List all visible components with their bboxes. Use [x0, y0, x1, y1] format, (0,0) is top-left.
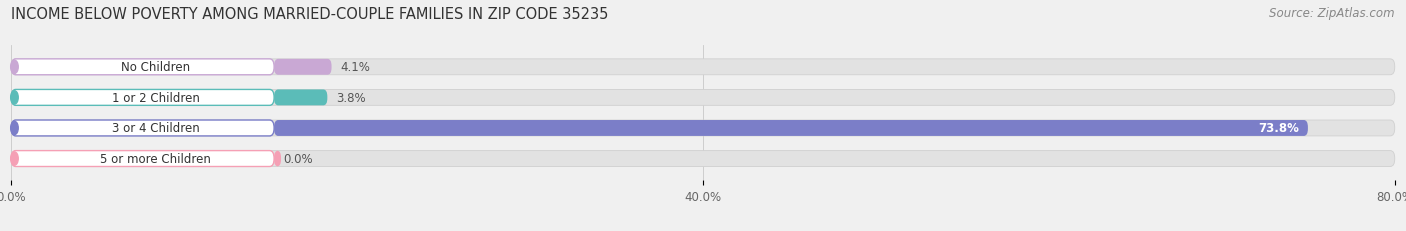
FancyBboxPatch shape: [11, 60, 1395, 76]
FancyBboxPatch shape: [11, 60, 274, 76]
FancyBboxPatch shape: [11, 121, 1395, 136]
FancyBboxPatch shape: [11, 151, 274, 167]
Text: 4.1%: 4.1%: [340, 61, 370, 74]
FancyBboxPatch shape: [274, 151, 281, 167]
Text: 3.8%: 3.8%: [336, 91, 366, 104]
FancyBboxPatch shape: [274, 60, 332, 76]
Text: 1 or 2 Children: 1 or 2 Children: [112, 91, 200, 104]
FancyBboxPatch shape: [11, 90, 1395, 106]
Text: 3 or 4 Children: 3 or 4 Children: [112, 122, 200, 135]
Text: 73.8%: 73.8%: [1258, 122, 1299, 135]
FancyBboxPatch shape: [11, 151, 1395, 167]
FancyBboxPatch shape: [274, 121, 1308, 136]
Text: 5 or more Children: 5 or more Children: [100, 152, 211, 165]
Text: INCOME BELOW POVERTY AMONG MARRIED-COUPLE FAMILIES IN ZIP CODE 35235: INCOME BELOW POVERTY AMONG MARRIED-COUPL…: [11, 7, 609, 22]
Circle shape: [11, 152, 18, 166]
Text: 0.0%: 0.0%: [283, 152, 312, 165]
FancyBboxPatch shape: [274, 90, 328, 106]
FancyBboxPatch shape: [11, 90, 274, 106]
Circle shape: [11, 122, 18, 135]
Circle shape: [11, 61, 18, 74]
Text: Source: ZipAtlas.com: Source: ZipAtlas.com: [1270, 7, 1395, 20]
Text: No Children: No Children: [121, 61, 190, 74]
FancyBboxPatch shape: [11, 121, 274, 136]
Circle shape: [11, 91, 18, 105]
